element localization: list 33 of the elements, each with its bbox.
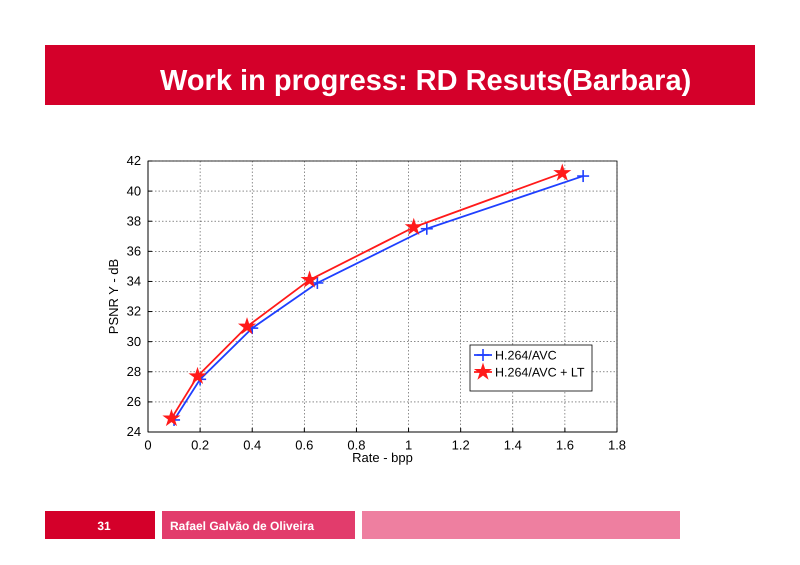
y-tick-label: 26	[126, 394, 142, 410]
legend-label: H.264/AVC	[495, 348, 557, 362]
x-tick-label: 1.4	[504, 437, 522, 452]
y-tick-label: 40	[126, 183, 142, 198]
legend-label: H.264/AVC + LT	[495, 366, 585, 380]
text: Rafael Galvão de Oliveira	[170, 519, 314, 533]
x-tick-label: 1.8	[608, 437, 626, 452]
point	[554, 164, 570, 180]
x-tick-label: 1.2	[452, 437, 470, 452]
x-tick-label: 0.6	[295, 437, 314, 452]
y-axis-title: PSNR Y - dB	[106, 258, 121, 334]
x-axis-title: Rate - bpp	[352, 450, 413, 465]
text: 31	[97, 519, 111, 533]
x-tick-label: 0	[144, 437, 152, 452]
y-tick-label: 24	[126, 424, 142, 440]
point	[239, 318, 256, 334]
y-tick-label: 28	[126, 364, 142, 379]
x-tick-label: 1.6	[556, 437, 574, 452]
y-tick-label: 36	[126, 243, 142, 258]
x-tick-label: 0.2	[191, 437, 210, 452]
x-tick-label: 0.8	[347, 437, 366, 452]
point	[302, 272, 318, 287]
y-tick-label: 38	[126, 213, 142, 228]
chart-title: Work in progress: RD Resuts(Barbara)	[160, 65, 692, 97]
point	[406, 218, 422, 234]
point	[163, 410, 180, 426]
y-tick-label: 32	[126, 304, 142, 319]
point	[189, 368, 206, 384]
y-tick-label: 30	[126, 334, 142, 349]
y-tick-label: 34	[126, 274, 142, 289]
y-tick-label: 42	[126, 153, 142, 168]
x-tick-label: 1	[404, 437, 412, 452]
x-tick-label: 0.4	[243, 437, 262, 452]
